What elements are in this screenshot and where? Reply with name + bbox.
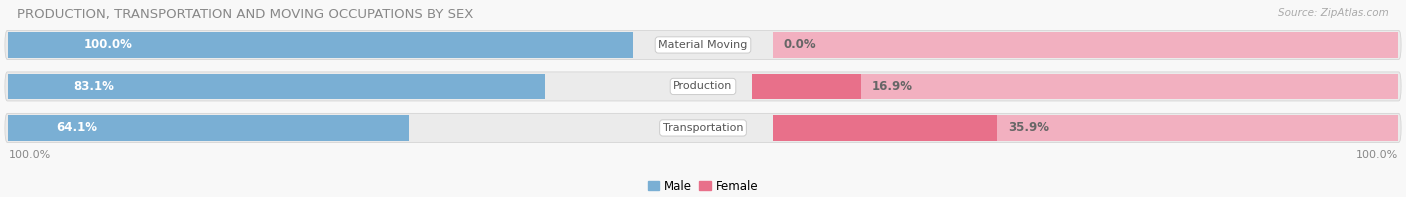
Text: 64.1%: 64.1% [56, 121, 97, 134]
Text: 0.0%: 0.0% [783, 38, 817, 51]
Text: 83.1%: 83.1% [73, 80, 114, 93]
Bar [8, 32, 633, 58]
Text: 100.0%: 100.0% [1355, 150, 1398, 160]
Text: Source: ZipAtlas.com: Source: ZipAtlas.com [1278, 8, 1389, 18]
Bar [997, 115, 1398, 141]
Text: Material Moving: Material Moving [658, 40, 748, 50]
Legend: Male, Female: Male, Female [643, 175, 763, 197]
Text: 100.0%: 100.0% [8, 150, 51, 160]
FancyBboxPatch shape [4, 30, 1402, 59]
Text: Transportation: Transportation [662, 123, 744, 133]
Bar [8, 73, 118, 99]
Text: 16.9%: 16.9% [872, 80, 912, 93]
Bar [8, 115, 232, 141]
FancyBboxPatch shape [4, 72, 1402, 101]
Text: 100.0%: 100.0% [83, 38, 132, 51]
Bar [862, 73, 1398, 99]
Bar [752, 73, 862, 99]
FancyBboxPatch shape [4, 113, 1402, 142]
Bar [773, 115, 997, 141]
Bar [773, 32, 1398, 58]
Text: Production: Production [673, 81, 733, 91]
Bar [8, 73, 544, 99]
Bar [8, 115, 409, 141]
Text: PRODUCTION, TRANSPORTATION AND MOVING OCCUPATIONS BY SEX: PRODUCTION, TRANSPORTATION AND MOVING OC… [17, 8, 474, 21]
Text: 35.9%: 35.9% [1008, 121, 1049, 134]
